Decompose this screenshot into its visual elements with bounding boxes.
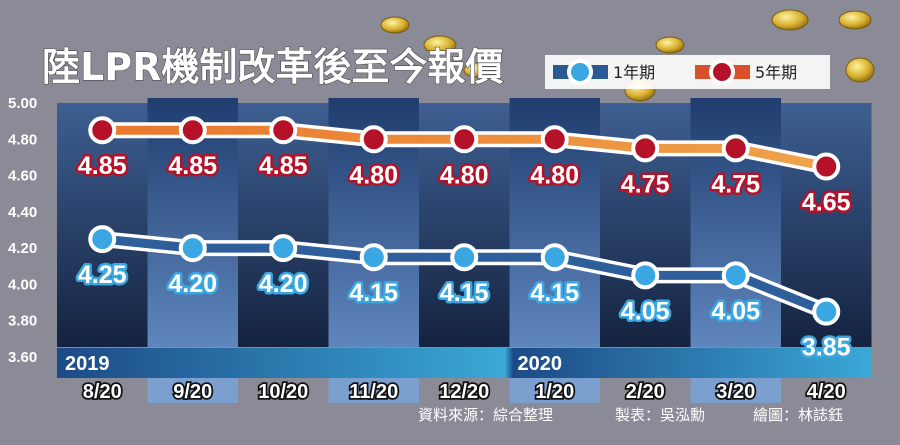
data-point [178,116,207,145]
x-tick-label: 2/20 [626,381,665,403]
year-band-rect [57,348,872,378]
data-label: 4.20 [259,270,308,298]
x-tick-label: 1/20 [535,381,574,403]
year-band: 2019 2020 [57,348,872,378]
source-text: 資料來源：綜合整理 [418,406,553,424]
coin-icon [423,35,457,55]
y-axis-ticks: 5.00 4.80 4.60 4.40 4.20 4.00 3.80 3.60 [8,95,37,366]
y-tick-label: 3.80 [8,313,37,330]
year-label: 2020 [518,353,563,375]
data-label: 4.25 [78,261,127,289]
data-point [359,125,388,154]
y-tick-label: 4.60 [8,168,37,185]
y-tick-label: 4.00 [8,276,37,293]
table-by-text: 製表：吳泓勳 [615,406,705,424]
data-label: 4.75 [621,170,670,198]
y-tick-label: 5.00 [8,95,37,112]
data-point [88,225,117,254]
x-tick-label: 11/20 [349,381,398,403]
data-label: 4.15 [530,279,579,307]
x-tick-label: 9/20 [173,381,212,403]
data-label: 4.75 [711,170,760,198]
data-label: 4.80 [440,161,489,189]
data-point [540,125,569,154]
data-label: 4.80 [530,161,579,189]
data-point [450,243,479,272]
legend-marker-1yr [567,59,593,85]
data-point [631,261,660,290]
y-tick-label: 4.40 [8,204,37,221]
coin-icon [771,9,809,31]
data-point [721,134,750,163]
coin-icon [655,36,685,54]
series-layer: 4.25 4.20 4.20 4.15 4.15 4.15 4.05 4.05 3.85 4.85… [75,116,853,364]
data-point [178,234,207,263]
x-tick-label: 12/20 [439,381,489,403]
data-point [812,152,841,181]
x-tick-label: 4/20 [807,381,846,403]
x-tick-label: 3/20 [716,381,755,403]
coin-icon [463,62,489,78]
legend-marker-5yr [709,59,735,85]
legend: 1年期 5年期 [545,55,830,89]
series-1yr: 4.25 4.20 4.20 4.15 4.15 4.15 4.05 4.05 3.85 [75,225,853,364]
data-point [88,116,117,145]
y-tick-label: 4.80 [8,131,37,148]
data-label: 4.05 [621,297,670,325]
data-point [269,234,298,263]
y-tick-label: 3.60 [8,349,37,366]
data-point [359,243,388,272]
data-point [812,297,841,326]
data-label: 4.05 [711,297,760,325]
x-label-band [328,378,419,403]
x-tick-label: 10/20 [258,381,308,403]
data-label: 4.15 [349,279,398,307]
data-label: 3.85 [802,334,851,362]
data-label: 4.20 [168,270,217,298]
data-label: 4.85 [168,152,217,180]
data-label: 4.80 [349,161,398,189]
coin-icon [845,57,875,83]
data-point [269,116,298,145]
graphic-by-text: 繪圖：林誌鈺 [753,406,843,424]
data-label: 4.85 [259,152,308,180]
data-point [631,134,660,163]
x-label-band [147,378,238,403]
data-label: 4.65 [802,189,851,217]
x-axis-ticks: 8/20 9/20 10/20 11/20 12/20 1/20 2/20 3/20 4/20 [81,379,847,405]
chart-title: 陸LPR機制改革後至今報價 [42,45,503,89]
coin-icon [380,16,410,34]
coin-icon [838,10,872,30]
legend-label-5yr: 5年期 [755,63,797,82]
data-label: 4.85 [78,152,127,180]
y-tick-label: 4.20 [8,240,37,257]
year-label: 2019 [65,353,110,375]
data-point [540,243,569,272]
legend-label-1yr: 1年期 [613,63,655,82]
series-5yr: 4.85 4.85 4.85 4.80 4.80 4.80 4.75 4.75 4.65 [75,116,853,219]
x-tick-label: 8/20 [83,381,122,403]
x-label-band [690,378,781,403]
data-point [450,125,479,154]
x-label-band [509,378,600,403]
data-point [721,261,750,290]
data-label: 4.15 [440,279,489,307]
